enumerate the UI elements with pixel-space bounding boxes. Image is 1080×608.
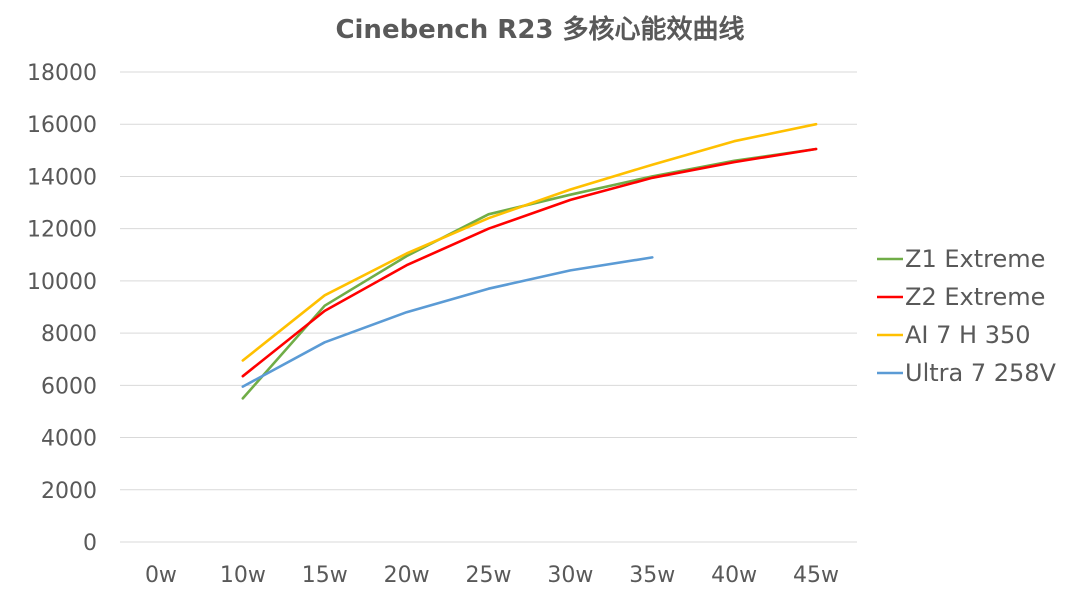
y-tick-label: 8000 bbox=[41, 322, 97, 347]
x-tick-label: 15w bbox=[302, 563, 348, 588]
x-tick-label: 20w bbox=[384, 563, 430, 588]
y-tick-label: 10000 bbox=[27, 270, 97, 295]
series-line-1 bbox=[241, 147, 818, 400]
chart-title: Cinebench R23 多核心能效曲线 bbox=[335, 14, 744, 45]
x-tick-label: 35w bbox=[629, 563, 675, 588]
y-tick-label: 0 bbox=[83, 531, 97, 556]
y-tick-label: 4000 bbox=[41, 427, 97, 452]
series-line-3 bbox=[241, 122, 818, 362]
y-tick-label: 16000 bbox=[27, 113, 97, 138]
x-tick-label: 45w bbox=[793, 563, 839, 588]
y-tick-label: 18000 bbox=[27, 61, 97, 86]
x-tick-label: 25w bbox=[466, 563, 512, 588]
gridlines bbox=[120, 71, 857, 543]
y-tick-label: 14000 bbox=[27, 165, 97, 190]
legend: Z1 Extreme Z2 Extreme AI 7 H 350 Ultra 7 25… bbox=[877, 245, 1057, 387]
series-line-2 bbox=[241, 147, 818, 378]
y-tick-label: 6000 bbox=[41, 374, 97, 399]
y-axis-ticks: 0 2000 4000 6000 8000 10000 12000 14000 16000 180… bbox=[27, 61, 97, 556]
legend-label: AI 7 H 350 bbox=[905, 321, 1031, 349]
legend-label: Z1 Extreme bbox=[905, 245, 1045, 273]
series-lines bbox=[241, 122, 818, 400]
x-tick-label: 30w bbox=[547, 563, 593, 588]
x-tick-label: 10w bbox=[220, 563, 266, 588]
x-tick-label: 40w bbox=[711, 563, 757, 588]
series-line-4 bbox=[241, 256, 654, 388]
y-tick-label: 12000 bbox=[27, 218, 97, 243]
x-axis-ticks: 0w 10w 15w 20w 25w 30w 35w 40w 45w bbox=[145, 563, 839, 588]
legend-label: Ultra 7 258V bbox=[905, 359, 1057, 387]
legend-label: Z2 Extreme bbox=[905, 283, 1045, 311]
y-tick-label: 2000 bbox=[41, 479, 97, 504]
x-tick-label: 0w bbox=[145, 563, 177, 588]
